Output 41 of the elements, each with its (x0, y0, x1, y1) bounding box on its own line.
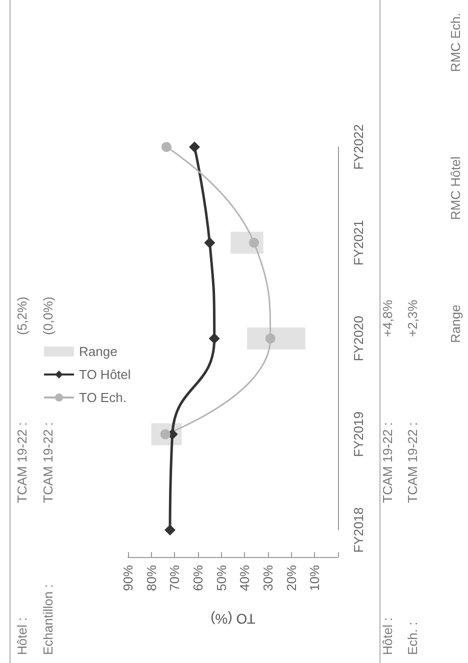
x-tick-label: 60% (190, 564, 206, 592)
legend-label: TO Ech. (79, 390, 126, 405)
y-tick-label: FY2019 (351, 411, 366, 458)
text: Hôtel : (380, 617, 396, 655)
text: Range (448, 304, 464, 343)
x-tick-label: 40% (237, 564, 252, 592)
text: Ech. : (405, 622, 421, 655)
point (162, 142, 172, 152)
text: TCAM 19-22 : (40, 422, 56, 503)
text: +2,3% (405, 300, 421, 337)
x-tick-label: 80% (144, 564, 159, 592)
legend-label: Range (79, 344, 118, 359)
point (189, 142, 200, 152)
y-tick-label: FY2018 (351, 507, 366, 553)
text: RMC Ech. (448, 12, 464, 72)
point (164, 524, 176, 536)
text: +4,8% (380, 300, 396, 337)
point (249, 238, 259, 248)
x-tick-label: 30% (260, 564, 276, 592)
text: Echantillon : (40, 584, 56, 655)
point (208, 333, 220, 344)
text: TCAM 19-22 : (405, 422, 421, 503)
y-tick-label: FY2022 (351, 124, 366, 170)
text: TCAM 19-22 : (380, 422, 396, 503)
text: Hôtel : (14, 617, 30, 655)
y-tick-label: FY2021 (351, 220, 366, 266)
bar (247, 328, 306, 350)
x-tick-label: 20% (284, 564, 299, 592)
x-tick-label: 10% (307, 564, 322, 592)
y-tick-label: FY2020 (351, 316, 366, 362)
text: TCAM 19-22 : (14, 422, 30, 503)
x-tick-label: 50% (214, 564, 229, 592)
text: (0,0%) (40, 296, 56, 335)
text: RMC Hôtel (448, 156, 464, 220)
legend-label: TO Hôtel (79, 367, 131, 382)
x-tick-label: 90% (120, 564, 136, 592)
point (204, 237, 216, 248)
point (265, 334, 276, 344)
x-axis-title: TO (%) (210, 611, 256, 627)
text: (5,2%) (14, 296, 30, 335)
x-tick-label: 70% (167, 564, 182, 592)
